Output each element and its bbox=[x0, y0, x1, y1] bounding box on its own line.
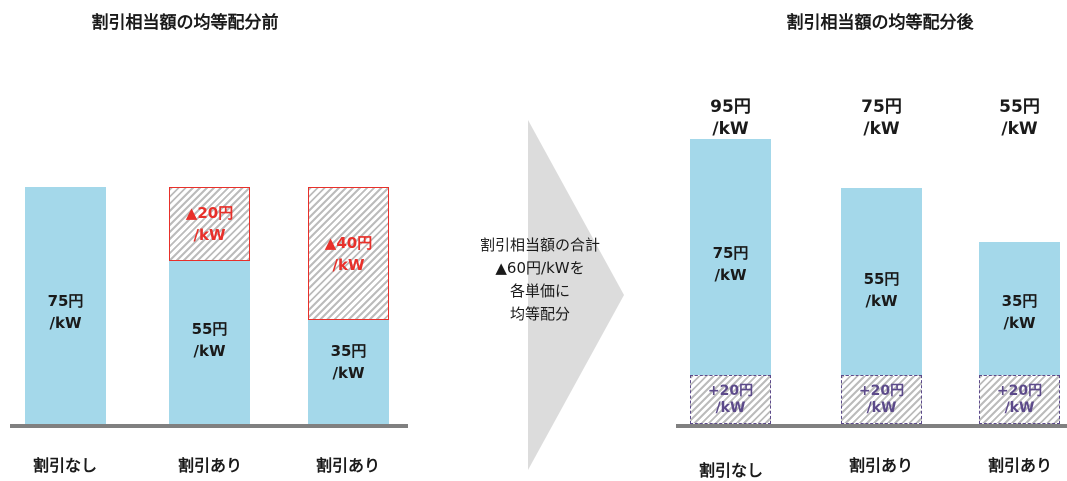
after-bar-2-base-label: 55円 /kW bbox=[863, 270, 900, 310]
after-bar-2-base bbox=[841, 188, 922, 375]
after-bar-3-base-label: 35円 /kW bbox=[1001, 292, 1038, 332]
before-bar-3-discount bbox=[308, 187, 389, 320]
after-bar-3-base bbox=[979, 242, 1060, 375]
after-category-2: 割引あり bbox=[848, 456, 913, 475]
after-bar-1-base bbox=[690, 139, 771, 375]
before-bar-2-discount-label: ▲20円 /kW bbox=[185, 204, 234, 244]
before-bar-2-discount bbox=[169, 187, 250, 261]
after-baseline bbox=[676, 424, 1067, 428]
before-bar-3-base bbox=[308, 320, 389, 424]
before-bar-3-discount-label: ▲40円 /kW bbox=[324, 234, 373, 274]
before-bar-1-base bbox=[25, 187, 106, 424]
after-bar-1-total-label: 95円 /kW bbox=[710, 97, 751, 139]
after-bar-2-addition-label: +20円 /kW bbox=[858, 383, 905, 416]
before-bar-1-base-label: 75円 /kW bbox=[47, 292, 84, 332]
before-bar-2-base-label: 55円 /kW bbox=[191, 320, 228, 360]
after-title: 割引相当額の均等配分後 bbox=[786, 13, 974, 33]
after-bar-1-addition-label: +20円 /kW bbox=[707, 383, 754, 416]
before-category-1: 割引なし bbox=[32, 456, 97, 475]
after-bar-1-base-label: 75円 /kW bbox=[712, 244, 749, 284]
after-bar-1-addition bbox=[690, 375, 771, 424]
before-bar-3-base-label: 35円 /kW bbox=[330, 342, 367, 382]
after-bar-3-addition bbox=[979, 375, 1060, 424]
before-baseline bbox=[10, 424, 408, 428]
after-bar-2-addition bbox=[841, 375, 922, 424]
after-category-1: 割引なし bbox=[698, 461, 763, 480]
transition-arrow bbox=[528, 120, 624, 470]
after-bar-2-total-label: 75円 /kW bbox=[861, 97, 902, 139]
before-title: 割引相当額の均等配分前 bbox=[91, 13, 279, 33]
after-bar-3-total-label: 55円 /kW bbox=[999, 97, 1040, 139]
after-category-3: 割引あり bbox=[987, 456, 1052, 475]
before-category-2: 割引あり bbox=[177, 456, 242, 475]
before-category-3: 割引あり bbox=[315, 456, 380, 475]
transition-note: 割引相当額の合計 ▲60円/kWを 各単価に 均等配分 bbox=[479, 236, 600, 323]
after-bar-3-addition-label: +20円 /kW bbox=[996, 383, 1043, 416]
before-bar-2-base bbox=[169, 261, 250, 424]
